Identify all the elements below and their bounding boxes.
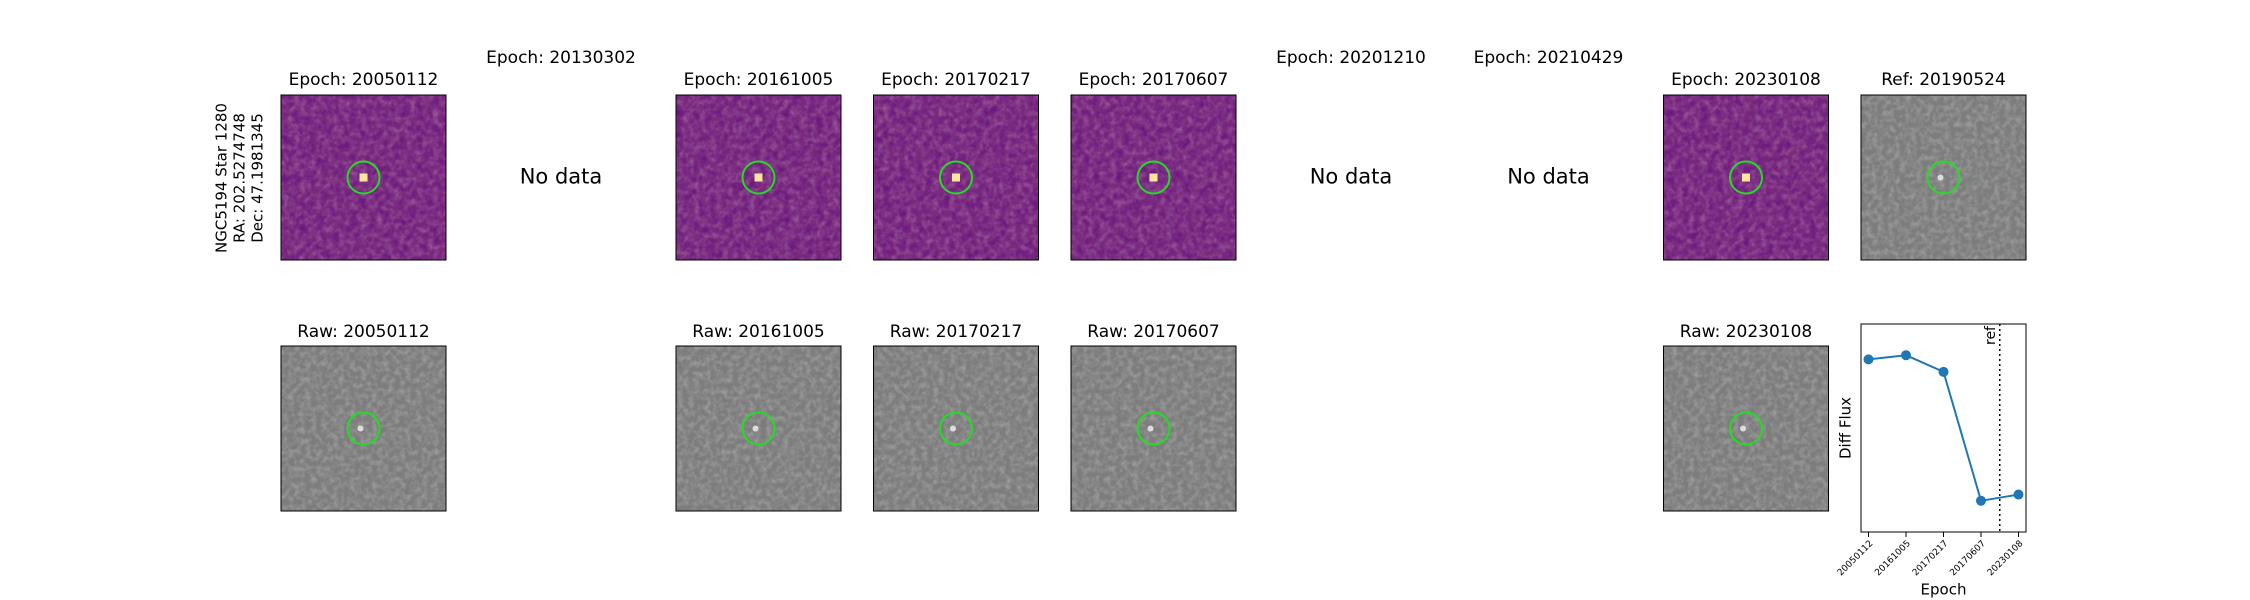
image-panel (280, 345, 447, 512)
image-panel (675, 94, 842, 261)
x-tick-label: 20230108 (1986, 539, 2026, 579)
plot-frame (1860, 323, 2027, 533)
aperture (1729, 160, 1763, 195)
image-panel (675, 345, 842, 512)
image-frame (675, 94, 842, 261)
point (2013, 489, 2024, 500)
aperture (741, 160, 776, 195)
no-data: No data (1310, 165, 1393, 189)
star (357, 425, 364, 432)
star (359, 173, 368, 182)
aperture (1136, 411, 1171, 446)
image-panel (1663, 94, 1829, 261)
panel-title: Epoch: 20210429 (1474, 48, 1624, 68)
aperture (939, 160, 973, 195)
point (1863, 354, 1874, 365)
x-tick-label: 20170217 (1911, 539, 1950, 578)
x-tick-label: 20170607 (1948, 539, 1987, 578)
image-panel (280, 94, 447, 261)
star (950, 425, 956, 432)
image-frame (280, 345, 447, 512)
ref-label: ref (1983, 325, 1999, 345)
star (1937, 174, 1944, 181)
image-panel (1663, 345, 1829, 512)
x-tick-label: 20161005 (1873, 539, 1912, 578)
line (1868, 354, 2019, 502)
panel-title: Epoch: 20050112 (289, 70, 439, 90)
image-panel (1070, 345, 1237, 512)
raw-title: Raw: 20050112 (297, 322, 430, 342)
panel-title: Epoch: 20161005 (684, 70, 834, 90)
star (1742, 173, 1750, 182)
no-data: No data (1507, 165, 1590, 189)
panel-title: Epoch: 20170217 (881, 70, 1031, 90)
panel-title: Epoch: 20201210 (1276, 48, 1426, 68)
star (752, 425, 759, 432)
label-line: NGC5194 Star 1280 (213, 103, 231, 253)
aperture (1926, 160, 1961, 195)
aperture (346, 411, 381, 446)
image-frame (1860, 94, 2027, 261)
aperture (741, 411, 776, 446)
image-panel (1070, 94, 1237, 261)
raw-title: Raw: 20170217 (890, 322, 1023, 342)
aperture (346, 160, 381, 195)
image-frame (280, 94, 447, 261)
star (754, 173, 763, 182)
image-frame (1070, 345, 1237, 512)
point (1901, 350, 1911, 361)
image-frame (1663, 94, 1829, 261)
raw-title: Raw: 20170607 (1087, 322, 1220, 342)
y-axis-label: Diff Flux (1837, 397, 1855, 459)
image-frame (1070, 94, 1237, 261)
no-data: No data (520, 165, 603, 189)
star (1149, 173, 1158, 182)
raw-title: Raw: 20230108 (1680, 322, 1813, 342)
image-panel (873, 94, 1039, 261)
raw-title: Raw: 20161005 (692, 322, 825, 342)
image-panel (873, 345, 1039, 512)
panel-title: Epoch: 20130302 (486, 48, 636, 68)
star-label: NGC5194 Star 1280 RA: 202.5274748 Dec: 4… (213, 103, 267, 253)
x-tick-label: 20050112 (1836, 539, 1875, 578)
aperture (1729, 411, 1763, 446)
label-line: Dec: 47.1981345 (249, 113, 267, 243)
x-axis-label: Epoch (1921, 581, 1967, 599)
star (1147, 425, 1154, 432)
image-frame (873, 345, 1039, 512)
label-line: RA: 202.5274748 (231, 113, 249, 243)
image-panel (1860, 94, 2027, 261)
point (1976, 495, 1986, 506)
image-frame (873, 94, 1039, 261)
point (1938, 366, 1949, 377)
aperture (1136, 160, 1171, 195)
image-frame (1663, 345, 1829, 512)
image-frame (675, 345, 842, 512)
star (1740, 425, 1746, 432)
panel-title: Epoch: 20170607 (1079, 70, 1229, 90)
star (952, 173, 960, 182)
panel-title: Epoch: 20230108 (1671, 70, 1821, 90)
aperture (939, 411, 973, 446)
panel-title: Ref: 20190524 (1881, 70, 2006, 90)
